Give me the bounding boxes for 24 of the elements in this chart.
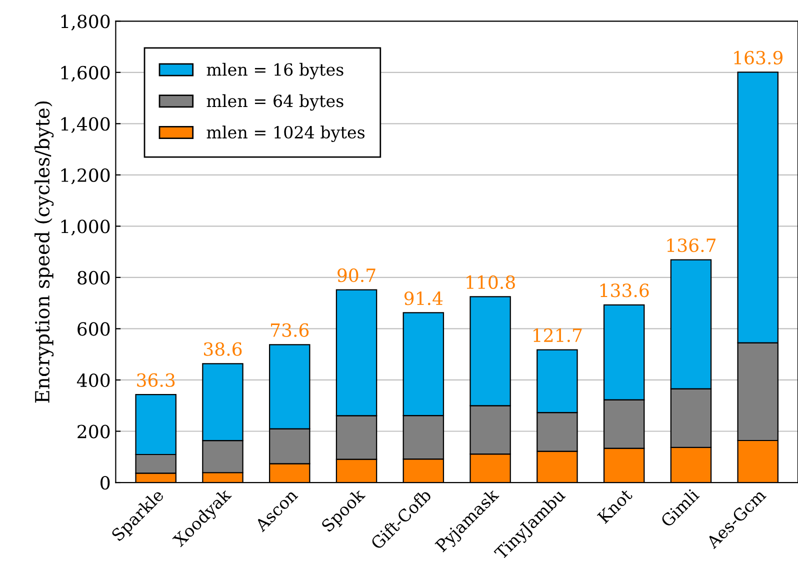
- legend-label: mlen = 1024 bytes: [206, 126, 365, 142]
- y-tick-label: 1,000: [61, 220, 110, 236]
- y-tick-label: 1,400: [61, 117, 110, 133]
- annotation: 73.6: [271, 323, 309, 337]
- annotation: 91.4: [404, 292, 443, 306]
- annotation: 38.6: [204, 342, 242, 356]
- y-tick-label: 200: [78, 424, 110, 438]
- y-tick-label: 400: [76, 373, 110, 388]
- annotation: 36.3: [137, 373, 175, 387]
- legend-label: mlen = 64 bytes: [206, 94, 344, 111]
- y-tick-label: 1,200: [61, 168, 110, 184]
- y-tick-label: 1,800: [61, 14, 110, 30]
- legend-label: mlen = 16 bytes: [206, 62, 344, 80]
- annotation: 90.7: [338, 268, 376, 282]
- y-tick-label: 600: [78, 322, 110, 336]
- y-tick-label: 1,600: [61, 66, 110, 82]
- y-axis-title: Encryption speed (cycles/byte): [34, 101, 54, 403]
- annotation: 110.8: [466, 275, 515, 290]
- y-tick-label: 0: [100, 476, 110, 490]
- annotation: 121.7: [534, 328, 582, 342]
- annotation: 133.6: [600, 284, 649, 298]
- annotation: 136.7: [667, 238, 716, 252]
- y-tick-label: 800: [78, 270, 110, 285]
- annotation: 163.9: [734, 50, 782, 64]
